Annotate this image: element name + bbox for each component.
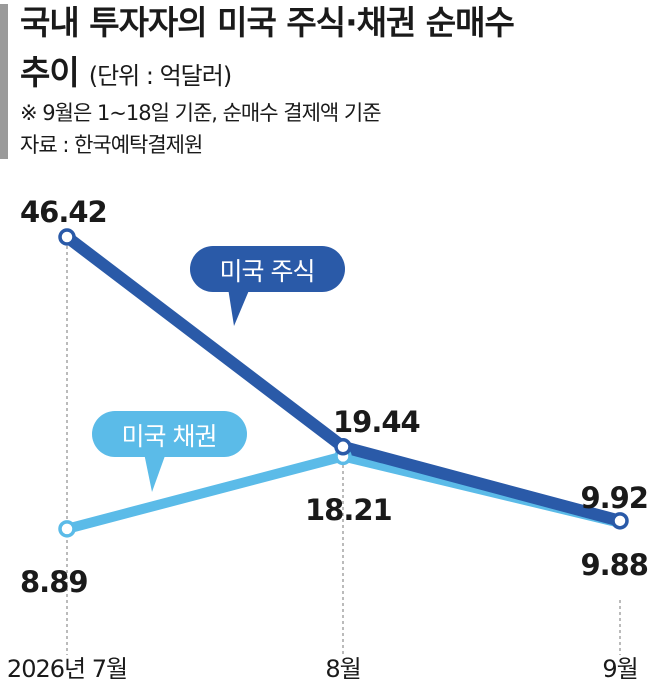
stock-value-label: 9.92: [580, 481, 648, 515]
bond-value-label: 8.89: [20, 565, 88, 599]
stock-point: [611, 512, 629, 530]
x-tick-label: 9월: [602, 655, 637, 681]
stock-callout-tail: [228, 288, 250, 326]
bond-value-label: 18.21: [305, 493, 392, 527]
stock-point: [334, 438, 352, 456]
x-tick-label: 2026년 7월: [7, 655, 127, 681]
bond-value-label: 9.88: [580, 548, 648, 582]
unit-label: (단위 : 억달러): [88, 62, 232, 90]
chart-title-line2: 추이 (단위 : 억달러): [20, 52, 232, 100]
bond-callout-tail: [144, 453, 166, 492]
bond-point: [58, 520, 76, 538]
bond-callout-bubble: [92, 411, 247, 457]
stock-callout-bubble: [190, 246, 345, 292]
chart-title: 국내 투자자의 미국 주식·채권 순매수: [20, 3, 515, 42]
title-accent-bar: [0, 4, 8, 159]
stock-point: [58, 228, 76, 246]
stock-value-label: 19.44: [333, 405, 420, 439]
chart-source: 자료 : 한국예탁결제원: [20, 133, 203, 157]
stock-series-name: 미국 주식: [220, 257, 315, 286]
bond-series-name: 미국 채권: [122, 422, 217, 451]
chart-title-continuation: 추이: [20, 53, 80, 92]
x-tick-label: 8월: [325, 655, 360, 681]
stock-value-label: 46.42: [20, 195, 107, 229]
chart-note: ※ 9월은 1~18일 기준, 순매수 결제액 기준: [20, 101, 382, 125]
